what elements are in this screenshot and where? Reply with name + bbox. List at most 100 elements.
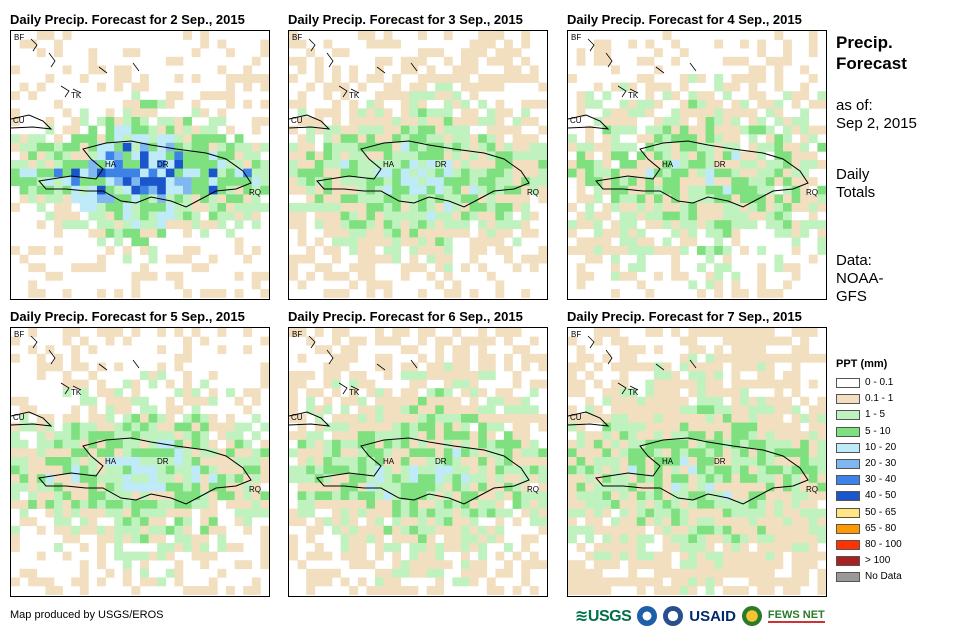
map-panel-sep5[interactable]: BF TK CU HA DR RQ <box>10 327 270 597</box>
place-label-bf: BF <box>14 33 24 42</box>
place-label-ha: HA <box>105 160 117 169</box>
map-panel-sep2[interactable]: BF TK CU HA DR RQ <box>10 30 270 300</box>
panel-title-sep3: Daily Precip. Forecast for 3 Sep., 2015 <box>288 12 523 27</box>
place-label-tk: TK <box>349 388 360 397</box>
place-label-dr: DR <box>714 457 726 466</box>
legend-label: 0.1 - 1 <box>865 393 894 405</box>
place-label-cu: CU <box>291 413 303 422</box>
legend-item: No Data <box>836 571 902 583</box>
legend-label: 40 - 50 <box>865 490 897 502</box>
place-label-tk: TK <box>628 91 639 100</box>
logo-strip: ≋USGS USAID FEWS NET <box>575 604 825 628</box>
legend-label: 30 - 40 <box>865 474 897 486</box>
legend-label: 1 - 5 <box>865 409 886 421</box>
data-source-line-2: NOAA- <box>836 270 884 287</box>
as-of-label: as of: <box>836 97 873 114</box>
precip-map: BF TK CU HA DR RQ <box>568 31 826 298</box>
panel-title-sep7: Daily Precip. Forecast for 7 Sep., 2015 <box>567 309 802 324</box>
hispaniola-outline <box>38 140 252 208</box>
place-label-cu: CU <box>13 116 25 125</box>
totals-line-2: Totals <box>836 184 876 201</box>
precip-map: BF TK CU HA DR RQ <box>11 328 269 595</box>
legend-item: 10 - 20 <box>836 442 896 454</box>
place-label-cu: CU <box>291 116 303 125</box>
place-label-cu: CU <box>570 413 582 422</box>
noaa-logo-icon <box>637 606 658 626</box>
legend-label: No Data <box>865 571 902 583</box>
place-label-bf: BF <box>571 33 581 42</box>
legend-swatch <box>836 572 860 583</box>
map-panel-sep6[interactable]: BF TK CU HA DR RQ <box>288 327 548 597</box>
place-label-dr: DR <box>435 457 447 466</box>
place-label-tk: TK <box>71 388 82 397</box>
legend-label: 65 - 80 <box>865 522 897 534</box>
legend-swatch <box>836 394 860 405</box>
place-label-bf: BF <box>292 330 302 339</box>
legend-swatch <box>836 556 860 567</box>
place-label-ha: HA <box>383 160 395 169</box>
precip-map: BF TK CU HA DR RQ <box>289 328 547 595</box>
place-label-rq: RQ <box>806 485 818 494</box>
fewsnet-globe-icon <box>741 606 762 626</box>
totals-note: Daily Totals <box>836 166 875 202</box>
precip-map: BF TK CU HA DR RQ <box>11 31 269 298</box>
legend-label: 80 - 100 <box>865 539 902 550</box>
legend-swatch <box>836 442 860 453</box>
hispaniola-outline <box>38 437 252 505</box>
legend-label: 10 - 20 <box>865 441 897 453</box>
map-panel-sep4[interactable]: BF TK CU HA DR RQ <box>567 30 827 300</box>
precip-map: BF TK CU HA DR RQ <box>568 328 826 595</box>
hispaniola-outline <box>595 140 809 208</box>
legend-swatch <box>836 459 860 469</box>
place-label-ha: HA <box>662 457 674 466</box>
legend-title: PPT (mm) <box>836 358 888 370</box>
hispaniola-outline <box>595 437 809 505</box>
legend-item: 80 - 100 <box>836 539 902 551</box>
legend-swatch <box>836 410 860 421</box>
legend-item: 0.1 - 1 <box>836 393 893 405</box>
legend-item: 40 - 50 <box>836 490 896 502</box>
heading-line-2: Forecast <box>836 54 907 73</box>
legend-item: 50 - 65 <box>836 507 896 519</box>
place-label-dr: DR <box>157 457 169 466</box>
data-source: Data: NOAA- GFS <box>836 252 884 306</box>
legend-swatch <box>836 378 860 388</box>
legend-label: 0 - 0.1 <box>865 377 894 388</box>
place-label-cu: CU <box>13 413 25 422</box>
place-label-dr: DR <box>157 160 169 169</box>
place-label-tk: TK <box>628 388 639 397</box>
data-source-line-3: GFS <box>836 288 867 305</box>
legend-label: 5 - 10 <box>865 425 891 437</box>
legend-item: 20 - 30 <box>836 458 896 470</box>
as-of-date: as of: Sep 2, 2015 <box>836 97 917 133</box>
fews-seal-icon <box>663 606 684 626</box>
legend-item: > 100 <box>836 555 890 567</box>
legend-swatch <box>836 491 860 502</box>
legend-item: 0 - 0.1 <box>836 377 893 389</box>
place-label-ha: HA <box>383 457 395 466</box>
place-label-bf: BF <box>292 33 302 42</box>
map-panel-sep7[interactable]: BF TK CU HA DR RQ <box>567 327 827 597</box>
map-credit: Map produced by USGS/EROS <box>10 609 164 621</box>
panel-title-sep5: Daily Precip. Forecast for 5 Sep., 2015 <box>10 309 245 324</box>
legend-label: 20 - 30 <box>865 458 897 469</box>
usaid-logo: USAID <box>689 607 736 625</box>
totals-line-1: Daily <box>836 166 870 183</box>
hispaniola-outline <box>316 140 530 208</box>
place-label-tk: TK <box>349 91 360 100</box>
legend-swatch <box>836 475 860 486</box>
place-label-ha: HA <box>105 457 117 466</box>
legend-swatch <box>836 523 860 534</box>
legend-swatch <box>836 507 860 518</box>
legend-item: 30 - 40 <box>836 474 896 486</box>
place-label-rq: RQ <box>527 485 539 494</box>
map-panel-sep3[interactable]: BF TK CU HA DR RQ <box>288 30 548 300</box>
legend-label: 50 - 65 <box>865 506 897 518</box>
usgs-logo: ≋USGS <box>575 608 632 625</box>
place-label-tk: TK <box>71 91 82 100</box>
legend-swatch <box>836 540 860 550</box>
place-label-rq: RQ <box>249 485 261 494</box>
panel-title-sep6: Daily Precip. Forecast for 6 Sep., 2015 <box>288 309 523 324</box>
place-label-rq: RQ <box>806 188 818 197</box>
place-label-cu: CU <box>570 116 582 125</box>
